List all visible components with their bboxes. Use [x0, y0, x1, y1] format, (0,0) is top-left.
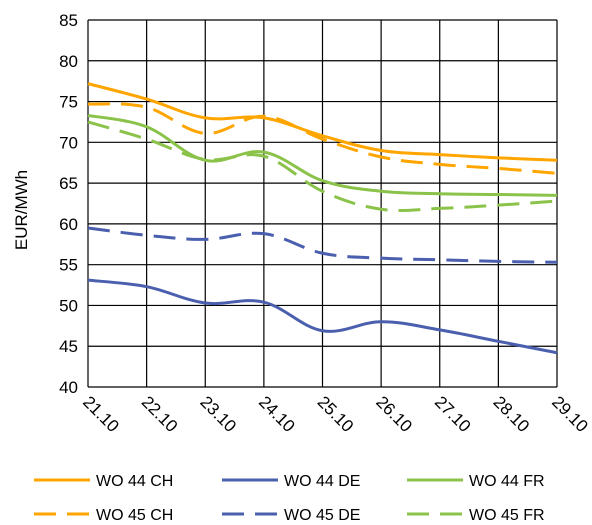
- y-tick-label: 80: [59, 52, 78, 71]
- y-tick-label: 60: [59, 215, 78, 234]
- y-axis-ticks: 40 45 50 55 60 65 70 75 80 85: [59, 11, 78, 397]
- y-tick-label: 40: [59, 378, 78, 397]
- series-line-wo-44-fr: [87, 113, 558, 197]
- series-line-wo-45-ch: [87, 102, 558, 175]
- y-tick-label: 55: [59, 256, 78, 275]
- series-line-wo-44-de: [87, 278, 558, 355]
- y-tick-label: 65: [59, 174, 78, 193]
- x-tick-label: 29.10: [548, 392, 592, 436]
- x-tick-label: 23.10: [196, 392, 240, 436]
- series-line-wo-45-fr: [87, 120, 558, 212]
- x-tick-label: 24.10: [255, 392, 299, 436]
- legend-label: WO 45 CH: [96, 507, 173, 524]
- legend-label: WO 45 DE: [284, 507, 360, 524]
- legend-label: WO 44 CH: [96, 473, 173, 490]
- x-axis-ticks: 21.10 22.10 23.10 24.10 25.10 26.10 27.10 28.10…: [79, 392, 592, 436]
- y-tick-label: 50: [59, 296, 78, 315]
- y-tick-label: 45: [59, 337, 78, 356]
- legend-label: WO 45 FR: [469, 507, 545, 524]
- y-tick-label: 85: [59, 11, 78, 30]
- x-tick-label: 28.10: [490, 392, 534, 436]
- x-tick-label: 22.10: [138, 392, 182, 436]
- chart-legend: WO 44 CH WO 44 DE WO 44 FR WO 45 CH WO 45 DE…: [34, 473, 545, 524]
- x-tick-label: 26.10: [372, 392, 416, 436]
- y-tick-label: 75: [59, 93, 78, 112]
- chart-series: [87, 82, 558, 355]
- y-tick-label: 70: [59, 133, 78, 152]
- x-tick-label: 25.10: [314, 392, 358, 436]
- series-line-wo-44-ch: [87, 82, 558, 162]
- legend-label: WO 44 DE: [284, 473, 360, 490]
- chart-grid: [87, 19, 558, 388]
- x-tick-label: 21.10: [79, 392, 123, 436]
- legend-label: WO 44 FR: [469, 473, 545, 490]
- y-axis-title: EUR/MWh: [12, 170, 31, 250]
- series-line-wo-45-de: [87, 226, 558, 264]
- x-tick-label: 27.10: [431, 392, 475, 436]
